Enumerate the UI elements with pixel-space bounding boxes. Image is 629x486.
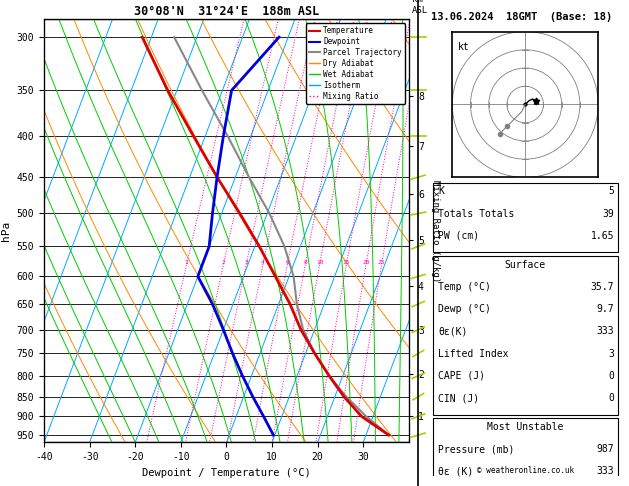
Text: 0: 0 [608,371,614,381]
Bar [433,418,618,486]
Y-axis label: Mixing Ratio (g/kg): Mixing Ratio (g/kg) [431,180,440,282]
Text: 4: 4 [261,260,265,265]
Text: 10: 10 [316,260,323,265]
Text: Temp (°C): Temp (°C) [438,282,491,292]
Text: Dewp (°C): Dewp (°C) [438,304,491,314]
Text: 20: 20 [362,260,370,265]
Text: 1.65: 1.65 [591,231,614,241]
X-axis label: Dewpoint / Temperature (°C): Dewpoint / Temperature (°C) [142,468,311,478]
Y-axis label: hPa: hPa [1,221,11,241]
Text: kt: kt [458,42,470,52]
Text: Lifted Index: Lifted Index [438,348,509,359]
Text: θε (K): θε (K) [438,467,474,476]
Text: CAPE (J): CAPE (J) [438,371,486,381]
Text: 3: 3 [244,260,248,265]
Text: 333: 333 [596,327,614,336]
Text: 5: 5 [608,187,614,196]
Text: 1: 1 [185,260,189,265]
Text: 35.7: 35.7 [591,282,614,292]
Text: CIN (J): CIN (J) [438,393,479,403]
Text: K: K [438,187,444,196]
Text: © weatheronline.co.uk: © weatheronline.co.uk [477,466,574,475]
Text: 39: 39 [602,208,614,219]
Text: 987: 987 [596,444,614,454]
Text: 8: 8 [303,260,307,265]
Text: 0: 0 [608,393,614,403]
Text: 3: 3 [608,348,614,359]
Bar [433,256,618,415]
Text: Surface: Surface [504,260,546,270]
Text: θε(K): θε(K) [438,327,468,336]
Text: 2: 2 [221,260,225,265]
Bar [433,183,618,252]
Text: 333: 333 [596,467,614,476]
Text: PW (cm): PW (cm) [438,231,479,241]
Text: 15: 15 [343,260,350,265]
Text: km
ASL: km ASL [412,0,428,15]
Legend: Temperature, Dewpoint, Parcel Trajectory, Dry Adiabat, Wet Adiabat, Isotherm, Mi: Temperature, Dewpoint, Parcel Trajectory… [306,23,405,104]
Text: 13.06.2024  18GMT  (Base: 18): 13.06.2024 18GMT (Base: 18) [431,12,613,22]
Text: 6: 6 [286,260,289,265]
Text: 9.7: 9.7 [596,304,614,314]
Text: 25: 25 [378,260,386,265]
Text: Totals Totals: Totals Totals [438,208,515,219]
Title: 30°08'N  31°24'E  188m ASL: 30°08'N 31°24'E 188m ASL [134,5,319,18]
Text: Pressure (mb): Pressure (mb) [438,444,515,454]
Text: Most Unstable: Most Unstable [487,422,564,432]
